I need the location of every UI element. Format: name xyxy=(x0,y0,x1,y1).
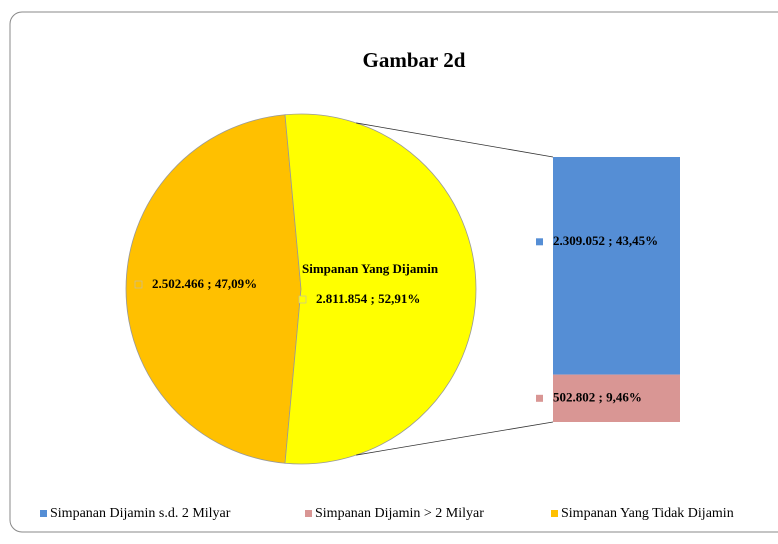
legend-swatch xyxy=(551,510,558,517)
data-label: 2.502.466 ; 47,09% xyxy=(152,276,257,291)
legend-label: Simpanan Yang Tidak Dijamin xyxy=(561,506,734,521)
label-marker xyxy=(298,295,307,304)
data-label: 2.811.854 ; 52,91% xyxy=(316,291,420,306)
label-marker xyxy=(536,238,543,246)
legend-label: Simpanan Dijamin > 2 Milyar xyxy=(315,506,484,521)
connector-line xyxy=(356,421,554,456)
legend-swatch xyxy=(40,510,47,517)
connector-line xyxy=(356,122,554,158)
legend-swatch xyxy=(305,510,312,517)
chart-title: Gambar 2d xyxy=(363,48,466,72)
bar-segment xyxy=(553,157,680,375)
label-marker xyxy=(536,394,543,402)
pie-slice xyxy=(125,114,302,464)
legend-label: Simpanan Dijamin s.d. 2 Milyar xyxy=(50,506,231,521)
data-label: 502.802 ; 9,46% xyxy=(553,389,642,404)
bar-segment xyxy=(553,374,680,422)
pie-slice xyxy=(284,113,477,465)
slice-name: Simpanan Yang Dijamin xyxy=(302,261,439,276)
label-marker xyxy=(134,280,143,289)
data-label: 2.309.052 ; 43,45% xyxy=(553,233,658,248)
